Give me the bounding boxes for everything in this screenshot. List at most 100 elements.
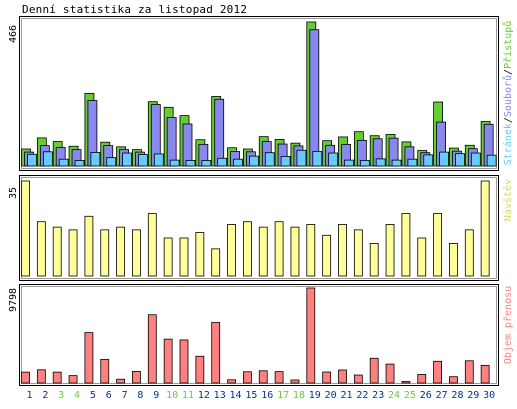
x-tick-label-day-25: 25 <box>404 390 416 401</box>
panel-frame-2 <box>19 175 499 281</box>
bar-hits-day-22 <box>359 160 370 167</box>
x-tick-label-day-15: 15 <box>245 390 257 401</box>
panel-frame-3 <box>19 284 499 386</box>
y-max-label-sites: 35 <box>8 187 19 199</box>
bar-sites-day-12 <box>195 232 205 277</box>
bar-sites-day-6 <box>100 229 110 277</box>
bar-hits-day-15 <box>248 155 259 167</box>
bar-sites-day-14 <box>227 224 236 277</box>
bar-volume-day-6 <box>100 358 110 384</box>
bar-sites-day-21 <box>338 224 347 277</box>
bar-sites-day-9 <box>147 213 157 277</box>
bar-hits-day-29 <box>470 152 481 167</box>
legend-overview: Stránek/Souborů/Přístupů <box>502 21 514 166</box>
bar-sites-day-24 <box>385 224 395 277</box>
x-tick-label-day-7: 7 <box>122 390 128 401</box>
y-max-label-overview: 466 <box>8 25 19 43</box>
x-tick-label-day-5: 5 <box>90 390 96 401</box>
bar-hits-day-25 <box>407 158 418 167</box>
bar-volume-day-4 <box>68 375 78 384</box>
x-tick-label-day-24: 24 <box>388 390 400 401</box>
bar-sites-day-13 <box>211 248 221 277</box>
bar-hits-day-1 <box>27 153 37 167</box>
legend-separator: / <box>503 117 514 123</box>
x-tick-label-day-2: 2 <box>42 390 48 401</box>
x-tick-label-day-30: 30 <box>483 390 495 401</box>
bar-sites-day-1 <box>21 180 30 277</box>
bar-hits-day-2 <box>42 151 53 167</box>
bar-hits-day-13 <box>217 157 228 167</box>
bar-volume-day-7 <box>116 378 125 384</box>
bar-hits-day-26 <box>423 154 434 167</box>
bar-volume-day-14 <box>227 379 236 384</box>
x-tick-label-day-1: 1 <box>26 390 32 401</box>
bar-volume-day-5 <box>84 332 94 384</box>
bar-hits-day-21 <box>344 159 354 167</box>
bar-hits-day-24 <box>391 159 402 167</box>
bar-volume-day-15 <box>242 371 252 384</box>
legend-label-visits: Přístupů <box>502 21 514 69</box>
bar-volume-day-23 <box>369 357 379 384</box>
bar-volume-day-10 <box>163 338 173 384</box>
bar-volume-day-26 <box>417 374 427 384</box>
bar-volume-day-24 <box>385 363 395 384</box>
x-tick-label-day-16: 16 <box>261 390 273 401</box>
bar-volume-day-1 <box>21 371 30 384</box>
bar-hits-day-8 <box>138 154 148 167</box>
bar-hits-day-23 <box>375 158 386 167</box>
bar-volume-day-8 <box>132 370 141 384</box>
bar-sites-day-5 <box>84 215 94 277</box>
x-tick-label-day-14: 14 <box>230 390 242 401</box>
bar-hits-day-18 <box>296 149 307 167</box>
bar-hits-day-5 <box>90 152 101 167</box>
bar-hits-day-17 <box>280 156 291 167</box>
bar-sites-day-22 <box>353 229 363 277</box>
bar-hits-day-27 <box>439 151 450 167</box>
x-tick-label-day-26: 26 <box>420 390 432 401</box>
x-tick-label-day-13: 13 <box>214 390 226 401</box>
bar-volume-day-21 <box>338 369 347 384</box>
bar-sites-day-15 <box>242 221 252 277</box>
bar-hits-day-19 <box>312 151 323 167</box>
bar-hits-day-3 <box>58 158 69 167</box>
bar-volume-day-27 <box>433 360 443 384</box>
bar-files-day-10 <box>166 117 177 167</box>
bar-volume-day-16 <box>258 370 268 384</box>
bar-volume-day-22 <box>353 374 363 384</box>
bar-volume-day-17 <box>274 371 284 384</box>
bar-files-day-13 <box>214 98 225 167</box>
bar-volume-day-19 <box>306 287 316 384</box>
bar-sites-day-29 <box>464 229 474 277</box>
bar-files-day-19 <box>309 29 320 167</box>
x-tick-label-day-20: 20 <box>325 390 337 401</box>
x-tick-label-day-21: 21 <box>340 390 352 401</box>
bar-sites-day-10 <box>163 237 173 277</box>
chart-title: Denní statistika za listopad 2012 <box>22 3 248 16</box>
bar-sites-day-3 <box>52 226 62 277</box>
x-tick-label-day-22: 22 <box>356 390 368 401</box>
bar-volume-day-30 <box>480 364 490 384</box>
bar-sites-day-7 <box>116 226 125 277</box>
bar-volume-day-12 <box>195 355 205 384</box>
bar-hits-day-12 <box>201 160 212 167</box>
bar-hits-day-20 <box>328 152 339 167</box>
panel-inner-frame-3 <box>21 286 497 384</box>
x-tick-label-day-3: 3 <box>58 390 64 401</box>
y-max-label-volume: 9798 <box>8 288 19 312</box>
bar-hits-day-9 <box>153 153 164 167</box>
legend-volume: Objem přenosu <box>502 286 514 364</box>
x-tick-label-day-10: 10 <box>166 390 178 401</box>
bar-volume-day-2 <box>36 369 46 384</box>
bar-sites-day-17 <box>274 221 284 277</box>
bar-sites-day-2 <box>36 221 46 277</box>
bar-sites-day-23 <box>369 243 379 277</box>
legend-separator: / <box>503 69 514 75</box>
bar-sites-day-16 <box>258 226 268 277</box>
bar-hits-day-11 <box>185 160 196 167</box>
bar-sites-day-18 <box>290 226 300 277</box>
bar-volume-day-28 <box>449 376 458 384</box>
bar-volume-day-25 <box>401 381 411 384</box>
bar-volume-day-3 <box>52 371 62 384</box>
bar-volume-day-29 <box>464 360 474 384</box>
